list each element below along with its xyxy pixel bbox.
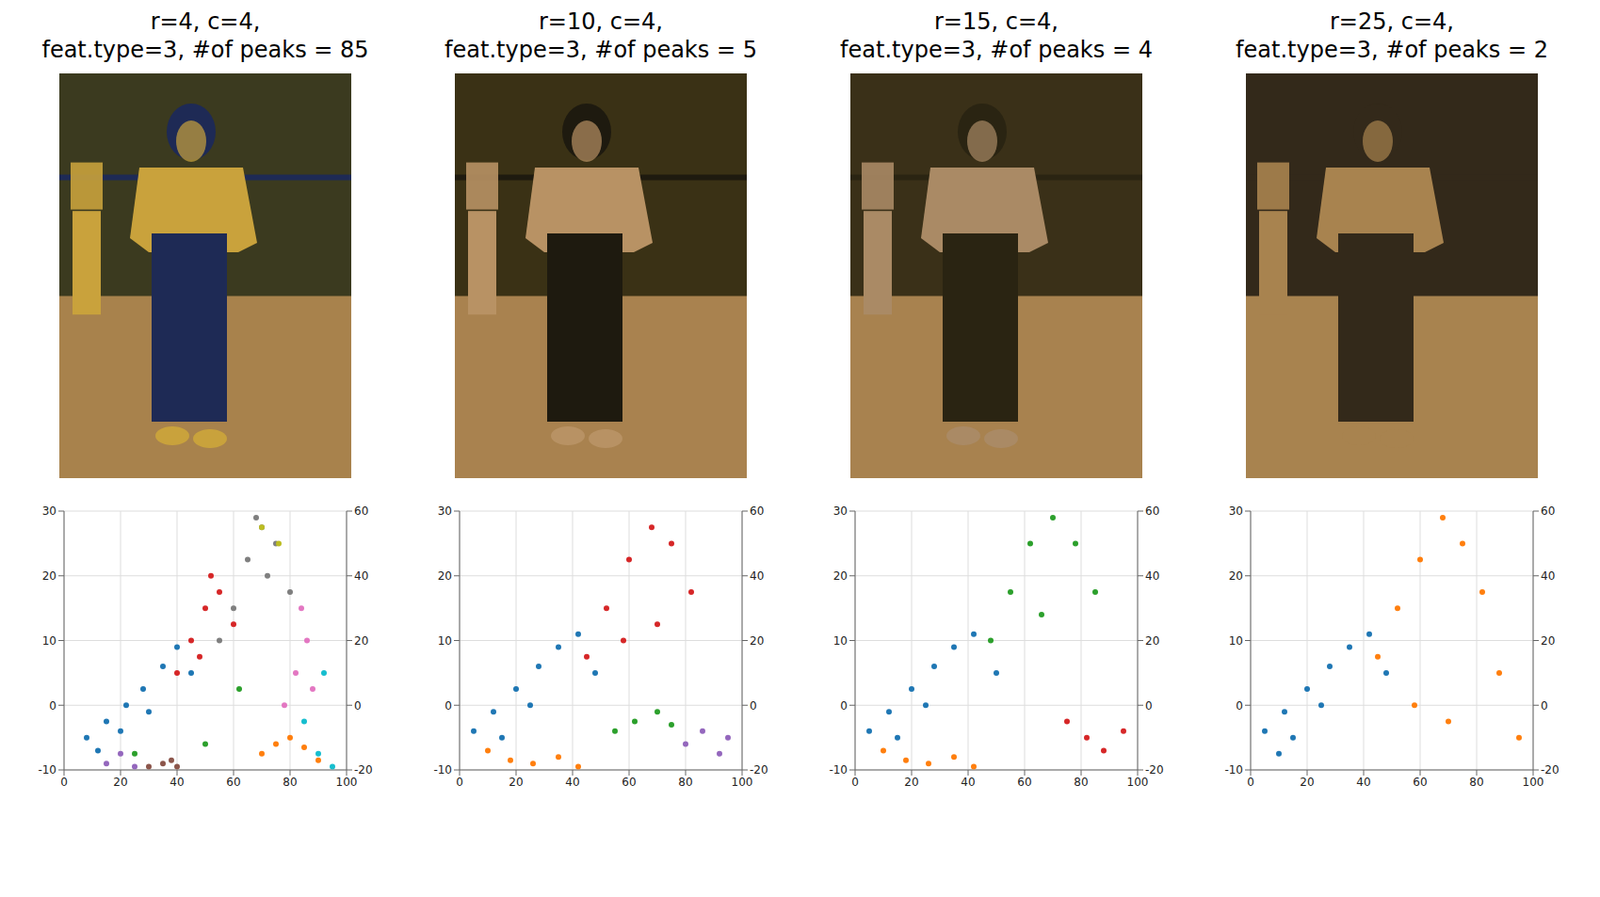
svg-text:0: 0 — [1235, 699, 1244, 713]
svg-text:20: 20 — [749, 634, 764, 648]
svg-text:100: 100 — [1127, 775, 1149, 790]
svg-text:-20: -20 — [749, 763, 769, 777]
svg-text:80: 80 — [282, 775, 297, 790]
svg-text:60: 60 — [1017, 775, 1032, 790]
svg-text:100: 100 — [731, 775, 754, 790]
svg-text:80: 80 — [1073, 775, 1088, 790]
svg-text:20: 20 — [1145, 634, 1160, 648]
svg-text:20: 20 — [354, 634, 369, 648]
svg-text:20: 20 — [113, 775, 128, 790]
svg-text:0: 0 — [749, 699, 758, 713]
svg-text:40: 40 — [1540, 569, 1555, 583]
svg-text:20: 20 — [833, 569, 848, 583]
svg-text:20: 20 — [904, 775, 919, 790]
svg-text:-10: -10 — [1224, 763, 1244, 777]
svg-text:0: 0 — [840, 699, 848, 713]
svg-text:-10: -10 — [37, 763, 57, 777]
svg-text:-10: -10 — [828, 763, 848, 777]
html-text:r=25, c=4,: r=25, c=4, — [1329, 8, 1455, 35]
svg-text:80: 80 — [1469, 775, 1484, 790]
svg-text:40: 40 — [169, 775, 184, 790]
svg-text:20: 20 — [508, 775, 523, 790]
svg-text:40: 40 — [1145, 569, 1160, 583]
svg-text:60: 60 — [354, 504, 369, 518]
svg-text:20: 20 — [1540, 634, 1555, 648]
svg-text:100: 100 — [1522, 775, 1545, 790]
svg-text:0: 0 — [354, 699, 362, 713]
svg-text:60: 60 — [749, 504, 764, 518]
html-text:feat.type=3, #of peaks = 85: feat.type=3, #of peaks = 85 — [41, 36, 369, 64]
svg-text:30: 30 — [833, 504, 848, 518]
svg-text:40: 40 — [565, 775, 580, 790]
svg-text:-10: -10 — [433, 763, 453, 777]
svg-text:0: 0 — [851, 775, 859, 790]
html-text:r=4, c=4,: r=4, c=4, — [150, 8, 261, 35]
svg-text:-20: -20 — [354, 763, 373, 777]
svg-text:0: 0 — [1246, 775, 1255, 790]
html-text:feat.type=3, #of peaks = 5: feat.type=3, #of peaks = 5 — [444, 36, 758, 64]
svg-text:30: 30 — [42, 504, 57, 518]
svg-text:10: 10 — [833, 634, 848, 648]
svg-text:30: 30 — [437, 504, 453, 518]
html-text:feat.type=3, #of peaks = 4: feat.type=3, #of peaks = 4 — [840, 36, 1153, 64]
svg-text:60: 60 — [621, 775, 636, 790]
svg-text:40: 40 — [1356, 775, 1371, 790]
svg-text:10: 10 — [437, 634, 453, 648]
svg-text:100: 100 — [336, 775, 358, 790]
svg-text:20: 20 — [437, 569, 453, 583]
html-text:feat.type=3, #of peaks = 2: feat.type=3, #of peaks = 2 — [1235, 36, 1549, 64]
svg-text:0: 0 — [1540, 699, 1549, 713]
svg-text:60: 60 — [1540, 504, 1555, 518]
svg-text:60: 60 — [226, 775, 241, 790]
svg-text:0: 0 — [60, 775, 68, 790]
svg-text:40: 40 — [354, 569, 369, 583]
svg-text:0: 0 — [48, 699, 57, 713]
svg-text:60: 60 — [1412, 775, 1427, 790]
svg-text:-20: -20 — [1540, 763, 1560, 777]
svg-text:60: 60 — [1145, 504, 1160, 518]
svg-text:-20: -20 — [1145, 763, 1164, 777]
svg-text:10: 10 — [42, 634, 57, 648]
svg-text:0: 0 — [444, 699, 453, 713]
svg-text:80: 80 — [678, 775, 693, 790]
svg-text:10: 10 — [1228, 634, 1244, 648]
svg-text:20: 20 — [1299, 775, 1314, 790]
svg-text:20: 20 — [42, 569, 57, 583]
html-text:r=15, c=4,: r=15, c=4, — [934, 8, 1059, 35]
html-text:r=10, c=4,: r=10, c=4, — [538, 8, 663, 35]
svg-text:40: 40 — [749, 569, 764, 583]
svg-text:20: 20 — [1228, 569, 1244, 583]
svg-text:0: 0 — [455, 775, 464, 790]
svg-text:40: 40 — [960, 775, 975, 790]
svg-text:30: 30 — [1228, 504, 1244, 518]
svg-text:0: 0 — [1145, 699, 1153, 713]
